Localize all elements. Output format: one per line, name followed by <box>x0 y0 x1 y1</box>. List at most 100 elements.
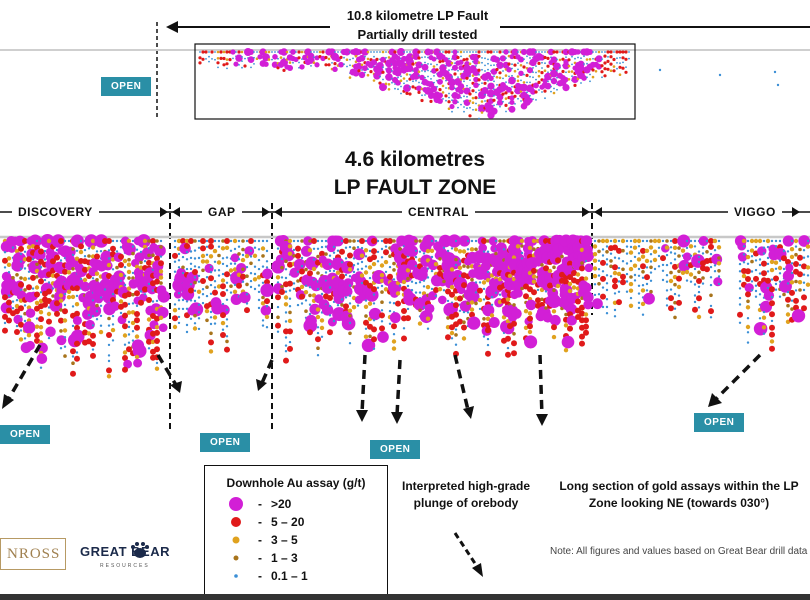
assay-dot <box>265 249 269 253</box>
assay-dot <box>738 296 742 300</box>
assay-dot <box>689 254 693 257</box>
assay-dot <box>486 270 490 274</box>
assay-dot <box>244 246 255 256</box>
assay-dot <box>761 260 767 267</box>
assay-dot <box>801 305 807 312</box>
assay-dot <box>15 324 19 328</box>
assay-dot <box>575 272 581 277</box>
assay-dot <box>665 304 669 307</box>
assay-dot <box>360 63 364 67</box>
assay-dot <box>224 245 230 250</box>
assay-dot <box>118 253 124 260</box>
assay-dot <box>75 351 79 354</box>
assay-dot <box>106 238 112 244</box>
assay-dot <box>555 283 561 289</box>
assay-dot <box>369 70 373 74</box>
assay-dot <box>566 315 577 326</box>
assay-dot <box>478 104 486 113</box>
assay-dot <box>99 304 103 307</box>
assay-dot <box>769 267 775 273</box>
assay-dot <box>612 264 618 271</box>
assay-dot <box>793 238 799 244</box>
assay-dot <box>477 78 481 82</box>
assay-dot <box>193 313 197 318</box>
assay-dot <box>520 286 524 291</box>
assay-dot <box>245 293 249 296</box>
assay-dot <box>607 56 609 58</box>
assay-dot <box>773 70 777 74</box>
assay-dot <box>216 50 220 54</box>
assay-dot <box>428 49 434 55</box>
assay-dot <box>261 239 265 243</box>
assay-dot <box>789 289 795 296</box>
assay-dot <box>94 234 109 248</box>
assay-dot <box>693 283 697 286</box>
assay-dot <box>235 54 243 62</box>
assay-dot <box>405 73 409 76</box>
assay-dot <box>58 317 64 324</box>
assay-dot <box>782 267 786 271</box>
assay-dot <box>593 239 597 243</box>
assay-dot <box>385 51 387 53</box>
assay-dot <box>437 78 443 85</box>
assay-dot <box>782 249 786 253</box>
assay-dot <box>181 255 185 259</box>
assay-dot <box>392 239 396 243</box>
assay-dot <box>418 239 422 243</box>
assay-dot <box>221 328 225 331</box>
assay-dot <box>749 238 755 244</box>
assay-dot <box>453 72 457 76</box>
assay-dot <box>649 253 653 256</box>
assay-dot <box>544 290 548 293</box>
assay-dot <box>308 239 312 243</box>
assay-dot <box>758 258 762 261</box>
assay-dot <box>134 290 140 297</box>
assay-dot <box>99 324 103 327</box>
assay-dot <box>609 264 613 269</box>
assay-dot <box>414 239 418 243</box>
main-title-line1: 4.6 kilometres <box>344 148 486 171</box>
assay-dot <box>482 304 495 317</box>
legend-item: -1 – 3 <box>223 550 298 566</box>
assay-dot <box>297 56 301 60</box>
assay-dot <box>571 285 577 290</box>
assay-dot <box>379 83 387 92</box>
assay-dot <box>287 318 293 324</box>
assay-dot <box>493 104 495 107</box>
assay-dot <box>677 294 681 297</box>
assay-dot <box>308 303 312 306</box>
assay-dot <box>637 284 641 287</box>
assay-dot <box>461 249 467 254</box>
assay-dot <box>520 257 524 260</box>
assay-dot <box>2 257 8 264</box>
assay-dot <box>505 81 507 83</box>
assay-dot <box>633 273 637 277</box>
assay-dot <box>757 238 763 244</box>
assay-dot <box>415 79 417 82</box>
assay-dot <box>295 252 301 259</box>
assay-dot <box>421 70 423 72</box>
assay-dot <box>712 238 718 244</box>
assay-dot <box>320 55 326 62</box>
assay-dot <box>573 83 577 87</box>
assay-dot <box>87 314 91 317</box>
assay-dot <box>241 267 245 272</box>
assay-dot <box>379 312 385 319</box>
assay-dot <box>556 88 558 91</box>
assay-dot <box>533 82 539 89</box>
assay-dot <box>769 259 775 265</box>
assay-dot <box>225 58 229 61</box>
assay-dot <box>478 307 482 311</box>
assay-dot <box>253 246 257 249</box>
assay-dot <box>213 280 217 283</box>
assay-dot <box>147 239 151 243</box>
assay-dot <box>387 238 393 244</box>
assay-dot <box>793 297 799 304</box>
assay-dot <box>665 253 669 257</box>
assay-dot <box>536 288 540 292</box>
assay-dot <box>348 331 352 336</box>
assay-dot <box>603 74 607 78</box>
assay-dot <box>644 274 650 281</box>
assay-dot <box>303 318 318 333</box>
assay-dot <box>249 279 253 283</box>
